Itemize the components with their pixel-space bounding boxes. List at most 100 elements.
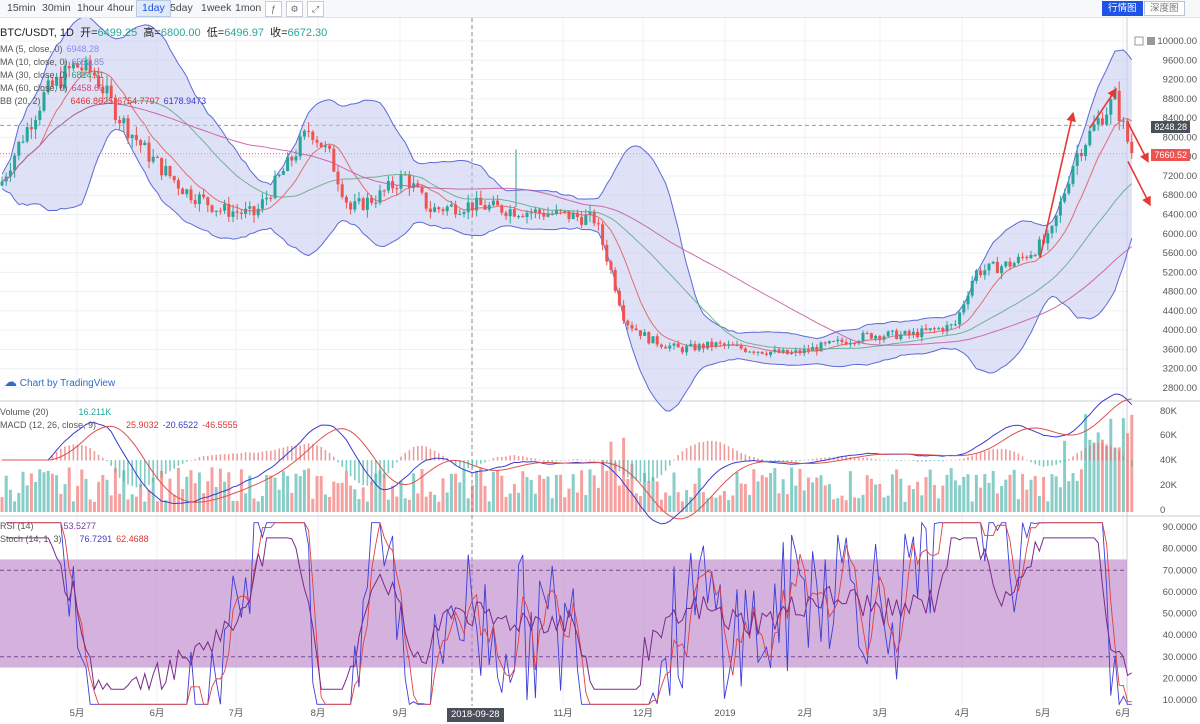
chart-area[interactable]: 10000.00 9600.00 9200.00 8800.00 8400.00 8000… xyxy=(0,18,1200,724)
candle-body xyxy=(50,80,54,86)
volume-bar xyxy=(672,472,676,512)
macd-histogram-bar xyxy=(236,453,238,461)
indicator-icon[interactable]: ƒ xyxy=(265,1,282,17)
candle-body xyxy=(529,212,533,214)
candle-body xyxy=(1071,165,1075,184)
candle-body xyxy=(370,197,374,203)
candle-body xyxy=(1075,153,1079,166)
candle-body xyxy=(664,346,668,349)
macd-histogram-bar xyxy=(618,460,621,472)
volume-bar xyxy=(861,494,865,512)
candle-body xyxy=(344,196,348,203)
candle-body xyxy=(101,86,105,94)
volume-bar xyxy=(521,471,525,512)
macd-histogram-bar xyxy=(820,457,822,461)
macd-histogram-bar xyxy=(299,445,301,461)
volume-bar xyxy=(378,470,382,512)
candle-body xyxy=(155,156,159,158)
candle-body xyxy=(59,76,63,89)
macd-histogram-bar xyxy=(858,457,860,461)
volume-bar xyxy=(202,493,206,512)
timeframe-1mon[interactable]: 1mon xyxy=(235,2,262,14)
volume-bar xyxy=(1004,479,1008,512)
candle-body xyxy=(277,174,281,176)
volume-bar xyxy=(756,481,760,512)
candle-body xyxy=(134,134,138,141)
fullscreen-icon[interactable]: ⤢ xyxy=(307,1,324,17)
volume-bar xyxy=(227,472,231,512)
volume-bar xyxy=(979,487,983,512)
volume-bar xyxy=(920,495,924,512)
candle-body xyxy=(903,331,907,335)
volume-bar xyxy=(596,487,600,512)
crosshair-date-label: 2018-09-28 xyxy=(447,708,504,722)
tradingview-branding[interactable]: ☁ Chart by TradingView xyxy=(4,374,115,390)
candle-body xyxy=(302,130,306,137)
candle-body xyxy=(832,341,836,343)
volume-bar xyxy=(1012,469,1016,512)
volume-bar xyxy=(903,501,907,512)
macd-lines xyxy=(1,393,1133,525)
volume-bar xyxy=(781,479,785,512)
kline-view-button[interactable]: 行情图 xyxy=(1102,1,1143,16)
volume-bar xyxy=(151,477,155,512)
volume-bar xyxy=(718,495,722,512)
candle-body xyxy=(899,334,903,340)
volume-bar xyxy=(323,494,327,512)
volume-bar xyxy=(722,491,726,512)
ma10-legend: MA (10, close, 0) 6552.85 xyxy=(0,56,104,68)
candle-body xyxy=(941,328,945,332)
volume-bar xyxy=(391,485,395,512)
macd-histogram-bar xyxy=(471,460,474,469)
volume-bar xyxy=(1067,481,1071,512)
volume-bar xyxy=(798,468,802,512)
candle-body xyxy=(538,209,542,214)
volume-bar xyxy=(500,475,504,512)
rsi-band-fill xyxy=(0,559,1127,668)
macd-histogram-bar xyxy=(505,456,507,461)
osc-tick-label: 10.0000 xyxy=(1163,695,1197,706)
timeframe-5day[interactable]: 5day xyxy=(170,2,193,14)
macd-histogram-bar xyxy=(870,458,873,461)
timeframe-4hour[interactable]: 4hour xyxy=(107,2,134,14)
macd-histogram-bar xyxy=(312,444,314,461)
volume-bar xyxy=(458,482,462,512)
macd-histogram-bar xyxy=(937,460,940,461)
macd-histogram-bar xyxy=(1114,447,1116,461)
candle-body xyxy=(580,216,584,225)
volume-bar xyxy=(365,501,369,512)
volume-bar xyxy=(664,492,668,512)
macd-histogram-bar xyxy=(484,460,486,463)
time-tick-label: 6月 xyxy=(1116,708,1131,719)
ma5-value: 6948.28 xyxy=(66,44,100,54)
macd-histogram-bar xyxy=(950,459,952,461)
timeframe-15min[interactable]: 15min xyxy=(7,2,36,14)
settings-icon[interactable]: ⚙ xyxy=(286,1,303,17)
ma10-value: 6552.85 xyxy=(71,57,105,67)
candle-body xyxy=(588,211,592,215)
candle-body xyxy=(937,328,941,330)
volume-bar xyxy=(546,476,550,512)
volume-bar xyxy=(1088,439,1092,512)
timeframe-1hour[interactable]: 1hour xyxy=(77,2,104,14)
volume-bar xyxy=(836,498,840,512)
macd-histogram-bar xyxy=(198,457,201,461)
macd-histogram-bar xyxy=(744,454,747,461)
volume-bar xyxy=(517,492,521,512)
volume-bar xyxy=(731,495,735,512)
timeframe-30min[interactable]: 30min xyxy=(42,2,71,14)
macd-histogram-bar xyxy=(417,445,419,461)
candle-body xyxy=(319,142,323,148)
macd-histogram-bar xyxy=(244,452,247,461)
volume-bar xyxy=(899,478,903,512)
depth-view-button[interactable]: 深度图 xyxy=(1144,1,1185,16)
volume-bar xyxy=(466,498,470,512)
volume-bar xyxy=(785,494,789,512)
candle-body xyxy=(861,332,865,342)
macd-histogram-bar xyxy=(144,460,146,487)
low-label: 低= xyxy=(206,27,225,39)
timeframe-1day[interactable]: 1day xyxy=(136,0,171,17)
timeframe-1week[interactable]: 1week xyxy=(201,2,232,14)
osc-tick-label: 50.0000 xyxy=(1163,609,1197,620)
candle-body xyxy=(756,351,760,353)
